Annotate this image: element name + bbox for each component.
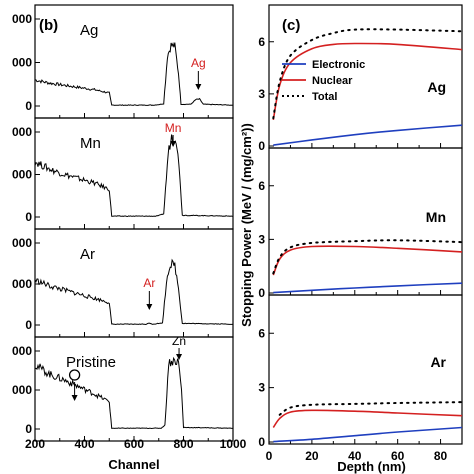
element-arrow-head [170,141,177,147]
panel-name-ar: Ar [80,246,95,263]
panel-label-c: (c) [282,17,300,34]
y-tick-label: 000 [12,236,32,250]
panel-label-b: (b) [39,17,58,34]
x-tick-label: 1000 [220,437,247,451]
stopping-panel-ar: 0 3 6 Ar [258,294,463,449]
panel-frame [268,294,463,445]
legend-label-nuclear: Nuclear [312,75,353,87]
y-tick-label: 0 [25,99,32,113]
panel-name-pristine: Pristine [66,354,116,371]
y-tick-label: 3 [258,87,265,101]
panel-frame [34,336,234,442]
spectrum-line [34,134,233,218]
y-tick-label: 6 [258,35,265,49]
series-total-ag [272,28,463,120]
y-tick-label: 000 [12,125,32,139]
series-electronic-ar [273,426,463,443]
y-tick-label: 000 [12,383,32,397]
legend-label-total: Total [312,91,337,103]
series-nuclear-ag [272,42,463,121]
x-axis-label: Channel [108,457,159,472]
y-tick-label: 000 [12,12,32,26]
y-tick-label: 3 [258,232,265,246]
x-tick-label: 0 [266,449,273,463]
element-arrow-head [146,304,153,310]
y-tick-label: 000 [12,168,32,182]
panel-name-ag: Ag [427,79,446,95]
panel-frame [34,228,234,338]
y-tick-label: 6 [258,179,265,193]
stopping-panel-mn: 0 3 6 Mn [258,147,463,300]
y-tick-label: 000 [12,56,32,70]
y-tick-label: 000 [12,344,32,358]
element-arrow-head [195,84,202,90]
x-tick-label: 60 [391,449,405,463]
spectrum-line [34,258,234,326]
x-tick-label: 600 [124,437,144,451]
element-label-ag: Ag [191,56,206,70]
element-arrow-head [71,395,78,401]
series-total-ar [278,401,463,416]
element-label-zn: Zn [172,334,186,348]
y-tick-label: 0 [258,139,265,153]
series-electronic-ag [273,124,463,146]
y-axis-label: Stopping Power (MeV / (mg/cm²)) [239,123,254,327]
x-tick-label: 200 [25,437,45,451]
series-total-mn [272,239,463,275]
y-tick-label: 0 [258,435,265,449]
element-label-ar: Ar [143,276,155,290]
panel-name-mn: Mn [80,135,101,152]
y-tick-label: 0 [25,210,32,224]
y-tick-label: 000 [12,277,32,291]
element-label-mn: Mn [165,121,182,135]
legend-label-electronic: Electronic [312,59,365,71]
x-tick-label: 400 [74,437,94,451]
y-tick-label: 3 [258,381,265,395]
x-tick-label: 80 [434,449,448,463]
panel-frame [34,117,234,230]
y-tick-label: 0 [258,286,265,300]
element-label-o [68,369,81,381]
x-tick-label: 20 [305,449,319,463]
x-axis-label: Depth (nm) [337,459,406,474]
stopping-panel-ag: 0 3 6 Ag [258,4,463,153]
element-arrow-head [176,354,183,360]
series-nuclear-ar [272,409,463,428]
series-electronic-mn [273,282,463,294]
panel-name-ag: Ag [80,22,98,39]
spectrum-line [34,356,234,430]
panel-name-mn: Mn [426,209,446,225]
spectrum-line [35,41,234,107]
y-tick-label: 0 [25,318,32,332]
x-tick-label: 800 [173,437,193,451]
x-tick-label: 40 [348,449,362,463]
panel-name-ar: Ar [430,354,446,370]
series-nuclear-mn [272,245,463,276]
y-tick-label: 0 [25,422,32,436]
legend: Electronic Nuclear Total [282,59,365,103]
y-tick-label: 6 [258,326,265,340]
